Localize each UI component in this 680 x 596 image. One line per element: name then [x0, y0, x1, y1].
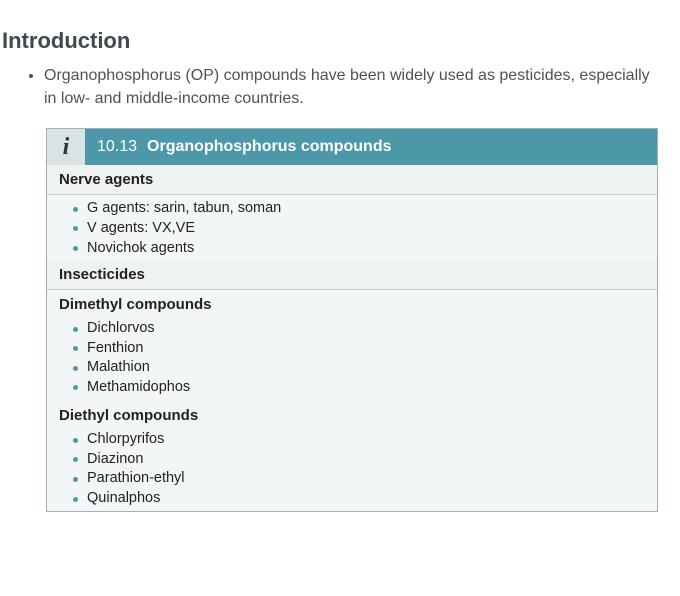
- dimethyl-list: Dichlorvos Fenthion Malathion Methamidop…: [47, 315, 657, 399]
- list-item: Dichlorvos: [73, 319, 657, 339]
- list-item: Novichok agents: [73, 239, 657, 259]
- info-box-header: i 10.13 Organophosphorus compounds: [47, 129, 657, 165]
- list-item: G agents: sarin, tabun, soman: [73, 199, 657, 219]
- list-item: Diazinon: [73, 450, 657, 470]
- list-item: Parathion-ethyl: [73, 469, 657, 489]
- subsection-heading-diethyl: Diethyl compounds: [47, 401, 657, 426]
- subsection-heading-dimethyl: Dimethyl compounds: [47, 290, 657, 315]
- diethyl-list: Chlorpyrifos Diazinon Parathion-ethyl Qu…: [47, 426, 657, 510]
- list-item: Fenthion: [73, 339, 657, 359]
- list-item: Methamidophos: [73, 378, 657, 398]
- section-heading-nerve-agents: Nerve agents: [47, 165, 657, 195]
- info-box: i 10.13 Organophosphorus compounds Nerve…: [46, 128, 658, 511]
- info-box-title-wrap: 10.13 Organophosphorus compounds: [85, 129, 391, 165]
- list-item: V agents: VX,VE: [73, 219, 657, 239]
- list-item: Quinalphos: [73, 489, 657, 509]
- page-title: Introduction: [2, 28, 680, 54]
- nerve-agents-list: G agents: sarin, tabun, soman V agents: …: [47, 195, 657, 260]
- list-item: Chlorpyrifos: [73, 430, 657, 450]
- info-box-number: 10.13: [97, 138, 137, 156]
- info-icon: i: [47, 129, 85, 165]
- intro-bullet: Organophosphorus (OP) compounds have bee…: [44, 64, 660, 110]
- info-box-title: Organophosphorus compounds: [147, 138, 391, 156]
- intro-bullet-list: Organophosphorus (OP) compounds have bee…: [44, 64, 660, 110]
- info-icon-glyph: i: [63, 135, 70, 159]
- section-heading-insecticides: Insecticides: [47, 260, 657, 290]
- list-item: Malathion: [73, 358, 657, 378]
